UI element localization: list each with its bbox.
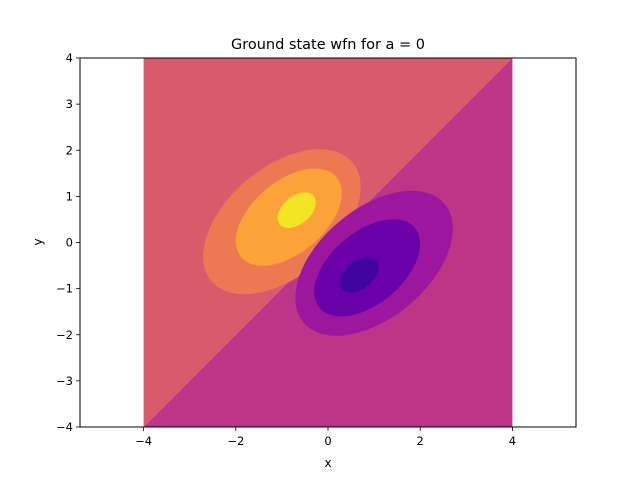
y-tick-label: 4 bbox=[66, 51, 73, 65]
y-axis-label: y bbox=[31, 238, 45, 245]
y-tick-label: −2 bbox=[56, 328, 73, 342]
x-tick-label: −4 bbox=[135, 434, 152, 448]
y-tick-label: 1 bbox=[66, 189, 73, 203]
contour-level-positive-3 bbox=[277, 192, 316, 228]
chart-title: Ground state wfn for a = 0 bbox=[231, 37, 425, 53]
y-tick-label: 0 bbox=[66, 236, 73, 250]
x-tick-label: 4 bbox=[509, 434, 516, 448]
x-axis-ticks: −4 −2 0 2 4 bbox=[135, 427, 516, 448]
y-tick-label: 2 bbox=[66, 143, 73, 157]
y-axis-ticks: −4 −3 −2 −1 0 1 2 3 4 bbox=[56, 51, 80, 434]
x-tick-label: −2 bbox=[227, 434, 244, 448]
x-axis-label: x bbox=[324, 456, 331, 470]
y-tick-label: 3 bbox=[66, 97, 73, 111]
plot-area bbox=[143, 58, 513, 427]
y-tick-label: −1 bbox=[56, 282, 73, 296]
y-tick-label: −4 bbox=[56, 420, 73, 434]
y-tick-label: −3 bbox=[56, 374, 73, 388]
contour-lobes bbox=[203, 149, 453, 336]
contour-level-negative-3 bbox=[340, 257, 379, 293]
x-tick-label: 2 bbox=[417, 434, 424, 448]
x-tick-label: 0 bbox=[324, 434, 331, 448]
